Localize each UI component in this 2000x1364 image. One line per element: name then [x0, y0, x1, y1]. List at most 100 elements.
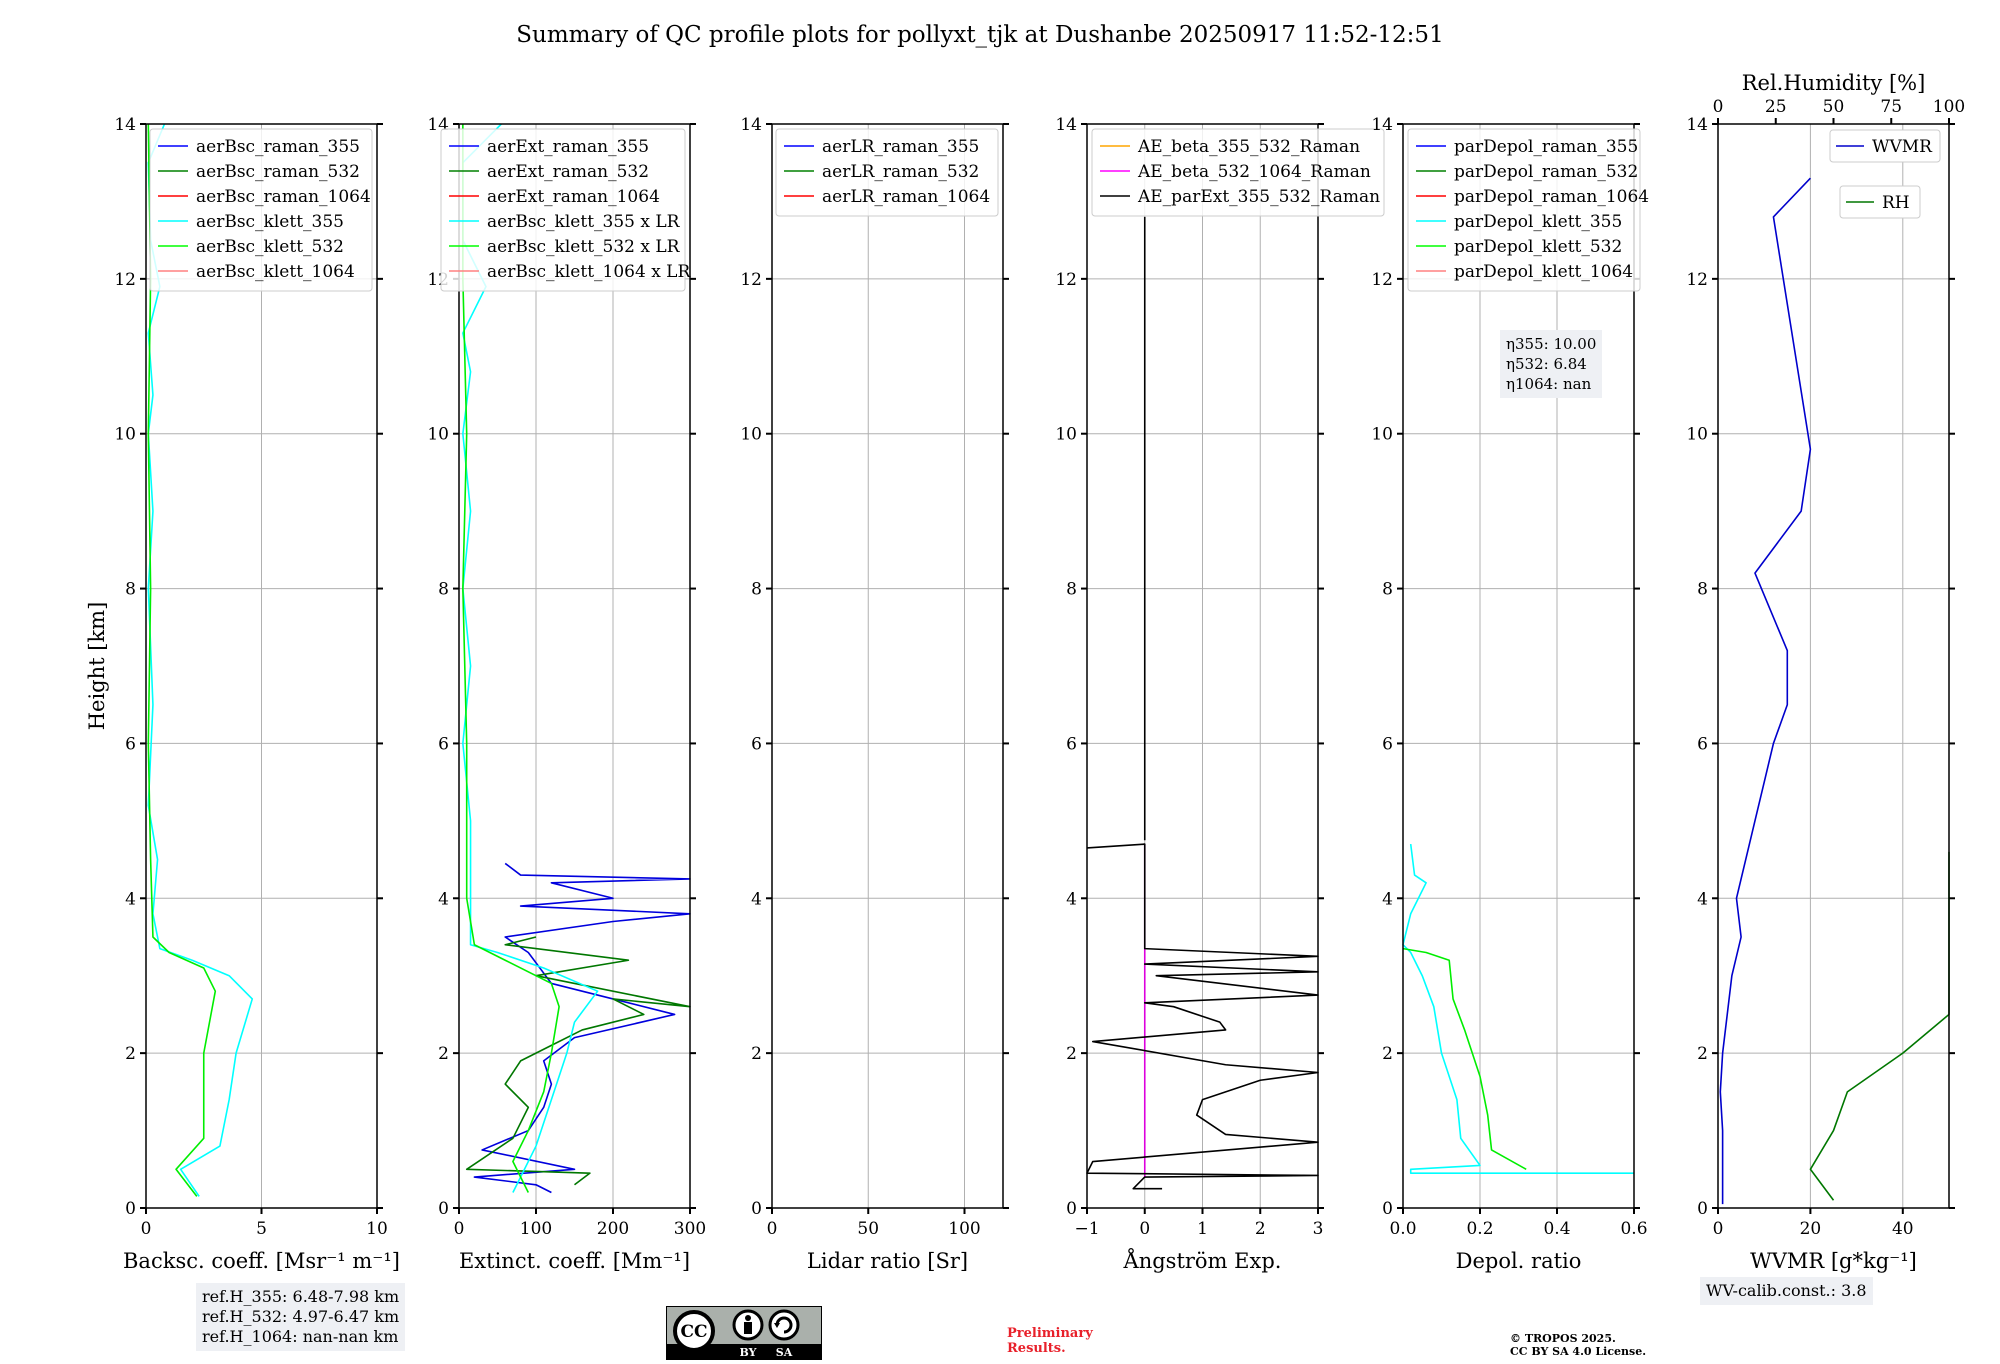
axes-frame: [145, 123, 378, 1209]
y-tick-label: 2: [1066, 1044, 1077, 1064]
x-tick-label: 0: [141, 1219, 152, 1239]
axes-frame: [771, 123, 1004, 1209]
y-tick-label: 6: [1697, 734, 1708, 754]
y-tick-label: 2: [125, 1044, 136, 1064]
series-line: [147, 123, 254, 1197]
y-tick-label: 10: [427, 425, 449, 445]
y-tick-label: 14: [114, 115, 136, 135]
y-tick-label: 8: [438, 580, 449, 600]
y-tick-label: 8: [1382, 580, 1393, 600]
panel-5: 0 2 4 6 8 10 12 14 0.0 0.2 0.4 0.6 Depol. ratio parDe…: [1371, 115, 1649, 1273]
legend-box: [1407, 128, 1641, 292]
y-tick-label: 4: [1382, 889, 1393, 909]
y-tick-label: 6: [1066, 734, 1077, 754]
axes-frame: [1402, 123, 1635, 1209]
x-tick-label: 0.4: [1543, 1219, 1570, 1239]
eta-355: η355: 10.00: [1506, 335, 1597, 353]
svg-text:BY: BY: [740, 1346, 757, 1359]
x-tick-label: 20: [1800, 1219, 1822, 1239]
y-tick-label: 2: [1382, 1044, 1393, 1064]
sa-share-alike-icon: [768, 1309, 800, 1341]
y-tick-label: 6: [1382, 734, 1393, 754]
legend-label: aerBsc_raman_532: [196, 162, 360, 182]
y-tick-label: 2: [438, 1044, 449, 1064]
legend-label: parDepol_klett_355: [1454, 212, 1622, 232]
legend-box: [440, 128, 686, 292]
series-line: [1402, 843, 1634, 1174]
y-tick-label: 6: [438, 734, 449, 754]
x-tick-label: 0.6: [1620, 1219, 1647, 1239]
legend-label: aerExt_raman_532: [487, 162, 649, 182]
y-tick-label: 2: [1697, 1044, 1708, 1064]
y-tick-label: 14: [1055, 115, 1077, 135]
x-tick-label: 3: [1313, 1219, 1324, 1239]
legend-label: aerLR_raman_355: [822, 137, 979, 157]
preliminary-line-1: Preliminary: [1007, 1326, 1093, 1341]
legend-label: aerLR_raman_532: [822, 162, 979, 182]
legend-label: aerBsc_raman_355: [196, 137, 360, 157]
x-tick-label: 0: [454, 1219, 465, 1239]
legend-label: aerExt_raman_1064: [487, 187, 660, 207]
y-tick-label: 0: [751, 1199, 762, 1219]
y-tick-label: 10: [1686, 425, 1708, 445]
y-tick-label: 14: [1686, 115, 1708, 135]
legend-box: [1829, 129, 1941, 163]
figure-title: Summary of QC profile plots for pollyxt_…: [516, 22, 1444, 48]
copyright-line-1: © TROPOS 2025.: [1510, 1332, 1616, 1345]
copyright-line-2: CC BY SA 4.0 License.: [1510, 1345, 1647, 1358]
x-tick-label: 5: [256, 1219, 267, 1239]
legend-label: aerBsc_klett_355 x LR: [487, 212, 681, 232]
x-axis-label: WVMR [g*kg⁻¹]: [1750, 1249, 1917, 1273]
y-tick-label: 10: [114, 425, 136, 445]
legend-box: [149, 128, 373, 292]
legend-label: WVMR: [1872, 137, 1933, 157]
y-axis-label: Height [km]: [85, 602, 109, 731]
y-tick-label: 8: [1697, 580, 1708, 600]
panel-1: 0 2 4 6 8 10 12 14 0 5 10 Backsc. coeff. [Msr⁻¹ m⁻¹…: [114, 115, 400, 1273]
y-tick-label: 14: [740, 115, 762, 135]
y-tick-label: 12: [740, 270, 762, 290]
refh-355: ref.H_355: 6.48-7.98 km: [202, 1287, 400, 1306]
y-tick-label: 14: [1371, 115, 1393, 135]
preliminary-line-2: Results.: [1007, 1341, 1066, 1356]
preliminary-note: Preliminary Results.: [1007, 1326, 1093, 1356]
x-tick-label: 0.2: [1466, 1219, 1493, 1239]
series-line: [1086, 843, 1319, 1190]
legend-label: aerBsc_klett_532: [196, 237, 344, 257]
y-tick-label: 0: [1066, 1199, 1077, 1219]
x-tick-label: 1: [1197, 1219, 1208, 1239]
series-line: [1809, 851, 1950, 1201]
x2-axis-label: Rel.Humidity [%]: [1742, 71, 1926, 95]
y-tick-label: 2: [751, 1044, 762, 1064]
series-line: [1719, 177, 1812, 1205]
legend-label: AE_parExt_355_532_Raman: [1137, 187, 1380, 207]
x-tick-label: −1: [1074, 1219, 1099, 1239]
legend-label: AE_beta_532_1064_Raman: [1137, 162, 1371, 182]
refh-1064: ref.H_1064: nan-nan km: [202, 1327, 399, 1346]
legend-label: aerBsc_raman_1064: [196, 187, 371, 207]
legend-label: parDepol_raman_532: [1454, 162, 1638, 182]
x2-tick-label: 100: [1933, 97, 1965, 117]
y-tick-label: 12: [1055, 270, 1077, 290]
y-tick-label: 8: [1066, 580, 1077, 600]
eta-532: η532: 6.84: [1506, 355, 1587, 373]
reference-height-note: ref.H_355: 6.48-7.98 km ref.H_532: 4.97-…: [196, 1283, 406, 1351]
x-tick-label: 0: [1713, 1219, 1724, 1239]
axes-frame: [1086, 123, 1319, 1209]
x-tick-label: 0.0: [1389, 1219, 1416, 1239]
y-tick-label: 0: [1382, 1199, 1393, 1219]
x-tick-label: 0: [767, 1219, 778, 1239]
y-tick-label: 4: [751, 889, 762, 909]
x-tick-label: 300: [674, 1219, 706, 1239]
x-axis-label: Extinct. coeff. [Mm⁻¹]: [459, 1249, 690, 1273]
eta-note: η355: 10.00 η532: 6.84 η1064: nan: [1500, 330, 1603, 398]
y-tick-label: 12: [114, 270, 136, 290]
x2-tick-label: 50: [1823, 97, 1845, 117]
y-tick-label: 10: [1055, 425, 1077, 445]
legend-box: [1839, 185, 1921, 219]
y-tick-label: 12: [1686, 270, 1708, 290]
y-tick-label: 0: [1697, 1199, 1708, 1219]
legend-label: parDepol_raman_355: [1454, 137, 1638, 157]
